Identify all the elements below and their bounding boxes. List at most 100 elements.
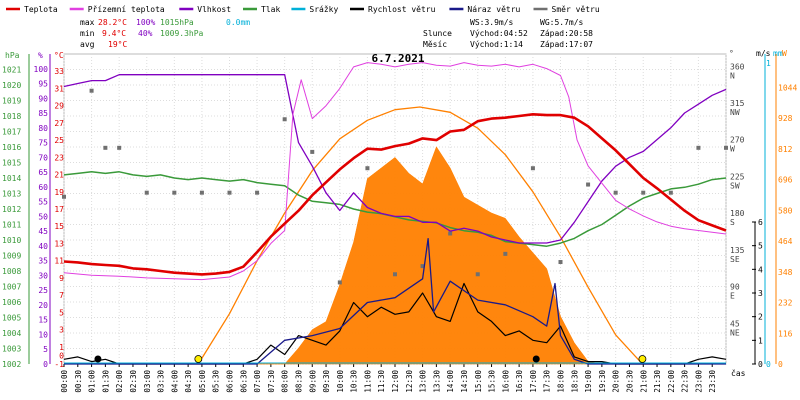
tick-temperature: 1 [59, 343, 64, 352]
tick-pressure: 1008 [2, 267, 21, 276]
stat-avg-label: avg [80, 40, 95, 49]
tick-x: 15:00 [474, 370, 483, 393]
point-wind-direction [393, 272, 397, 277]
tick-x: 12:30 [405, 370, 414, 393]
point-wind-direction [227, 190, 232, 195]
point-wind-direction [668, 190, 673, 195]
tick-x: 17:30 [543, 370, 552, 393]
axis-unit-mm: mm [773, 49, 783, 58]
tick-pressure: 1016 [2, 143, 21, 152]
sunrise-marker [194, 355, 203, 363]
tick-pressure: 1020 [2, 81, 21, 90]
legend-label: Vlhkost [197, 5, 231, 14]
tick-x: 21:00 [639, 370, 648, 393]
tick-temperature: 15 [54, 222, 64, 231]
info-moonrise: Východ:1:14 [470, 40, 523, 49]
tick-x: 11:00 [363, 370, 372, 393]
tick-direction-label: SE [730, 255, 740, 264]
tick-direction-label: NW [730, 108, 740, 117]
tick-radiation: 812 [778, 145, 793, 154]
point-wind-direction [475, 272, 480, 277]
legend-label: Náraz větru [467, 5, 520, 14]
tick-x: 11:30 [377, 370, 386, 393]
tick-temperature: 19 [54, 188, 64, 197]
tick-direction: 225 [730, 172, 745, 181]
point-wind-direction [724, 145, 728, 150]
point-wind-direction [255, 190, 260, 195]
tick-humidity: 40 [38, 242, 48, 251]
point-wind-direction [365, 166, 370, 171]
tick-temperature: 11 [54, 257, 64, 266]
point-wind-direction [503, 251, 508, 256]
point-wind-direction [199, 190, 204, 195]
tick-temperature: 29 [54, 102, 64, 111]
tick-humidity: 55 [38, 198, 48, 207]
point-wind-direction [530, 166, 535, 171]
series-temperature [63, 113, 727, 276]
tick-x: 20:00 [612, 370, 621, 393]
tick-wind: 5 [758, 242, 763, 251]
stat-avg-temp: 19°C [108, 40, 127, 49]
tick-x: 08:00 [281, 370, 290, 393]
axis-unit-degc: °C [54, 51, 64, 60]
stat-rain: 0.0mm [226, 18, 250, 27]
legend-label: Tlak [261, 5, 280, 14]
tick-x: 18:30 [570, 370, 579, 393]
stat-max-hum: 100% [136, 18, 155, 27]
tick-x: 08:30 [294, 370, 303, 393]
tick-radiation: 464 [778, 237, 793, 246]
stat-min-press: 1009.3hPa [160, 29, 204, 38]
info-sun-label: Slunce [423, 29, 452, 38]
tick-pressure: 1002 [2, 360, 21, 369]
tick-temperature: 27 [54, 119, 64, 128]
tick-pressure: 1003 [2, 345, 21, 354]
tick-radiation: 0 [778, 360, 783, 369]
tick-x: 06:30 [239, 370, 248, 393]
point-wind-direction [448, 231, 453, 236]
tick-radiation: 580 [778, 206, 793, 215]
tick-x: 23:30 [708, 370, 717, 393]
tick-direction-label: N [730, 71, 735, 80]
tick-x: 05:30 [212, 370, 221, 393]
tick-x: 16:30 [515, 370, 524, 393]
tick-x: 05:00 [198, 370, 207, 393]
point-wind-direction [310, 149, 315, 154]
point-wind-direction [103, 145, 108, 150]
legend-label: Srážky [309, 5, 338, 14]
tick-humidity: 80 [38, 124, 48, 133]
tick-x: 14:30 [460, 370, 469, 393]
tick-radiation: 1044 [778, 83, 797, 92]
tick-pressure: 1013 [2, 190, 21, 199]
info-moon-label: Měsíc [423, 40, 447, 49]
tick-temperature: 21 [54, 171, 64, 180]
stat-min-temp: 9.4°C [102, 29, 126, 38]
tick-radiation: 116 [778, 329, 793, 338]
tick-x: 21:30 [653, 370, 662, 393]
tick-x: 04:30 [184, 370, 193, 393]
legend-label: Přízemní teplota [88, 5, 165, 14]
point-wind-direction [337, 280, 342, 285]
tick-pressure: 1017 [2, 128, 21, 137]
tick-pressure: 1010 [2, 236, 21, 245]
tick-wind: 0 [758, 360, 763, 369]
legend-label: Teplota [24, 5, 58, 14]
tick-direction: 360 [730, 62, 745, 71]
tick-x: 04:00 [170, 370, 179, 393]
tick-wind: 1 [758, 336, 763, 345]
tick-temperature: 23 [54, 153, 64, 162]
tick-direction-label: S [730, 218, 735, 227]
tick-humidity: 60 [38, 183, 48, 192]
tick-pressure: 1015 [2, 159, 21, 168]
tick-rain: 0 [766, 360, 771, 369]
point-wind-direction [613, 190, 618, 195]
point-wind-direction [641, 190, 646, 195]
stat-min-hum: 40% [138, 29, 153, 38]
tick-humidity: 100 [34, 65, 49, 74]
axis-unit-deg: ° [729, 49, 734, 58]
tick-direction: 315 [730, 99, 745, 108]
tick-temperature: 13 [54, 239, 64, 248]
tick-radiation: 348 [778, 268, 793, 277]
tick-x: 03:00 [143, 370, 152, 393]
tick-pressure: 1006 [2, 298, 21, 307]
